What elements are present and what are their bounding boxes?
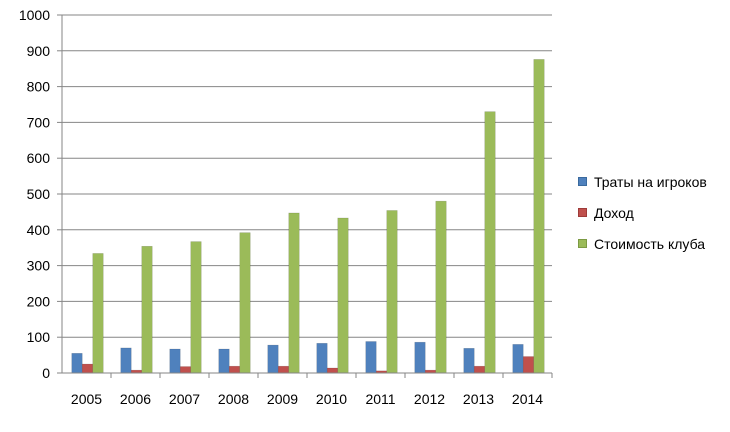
bar-player-spending: [414, 341, 426, 374]
y-tick-label: 700: [27, 114, 51, 130]
bar-club-value: [533, 59, 545, 374]
legend-label-player-spending: Траты на игроков: [594, 173, 707, 190]
bar-player-spending: [218, 348, 230, 374]
legend-swatch-income: [578, 208, 587, 217]
y-tick-label: 0: [42, 365, 50, 381]
bar-income: [277, 365, 290, 374]
bar-player-spending: [365, 341, 377, 374]
legend-item-income: Доход: [578, 203, 728, 222]
bar-club-value: [141, 245, 153, 374]
y-tick-label: 900: [27, 43, 51, 59]
bar-club-value: [239, 232, 251, 374]
bar-club-value: [484, 111, 496, 374]
bar-club-value: [288, 212, 300, 374]
legend-item-club-value: Стоимость клуба: [578, 234, 728, 253]
bar-player-spending: [316, 342, 328, 374]
legend-swatch-player-spending: [578, 177, 587, 186]
y-tick-label: 600: [27, 150, 51, 166]
y-tick-label: 500: [27, 186, 51, 202]
legend-label-income: Доход: [594, 204, 634, 221]
bar-player-spending: [120, 347, 132, 374]
bar-income: [179, 366, 192, 374]
bar-club-value: [386, 210, 398, 374]
legend-swatch-club-value: [578, 239, 587, 248]
y-tick-label: 800: [27, 79, 51, 95]
y-tick-label: 100: [27, 329, 51, 345]
bar-club-value: [190, 241, 202, 374]
x-tick-label: 2005: [71, 391, 102, 407]
y-tick-label: 400: [27, 222, 51, 238]
bar-player-spending: [267, 344, 279, 374]
x-tick-label: 2006: [120, 391, 151, 407]
bar-player-spending: [169, 348, 181, 374]
legend: Траты на игроков Доход Стоимость клуба: [578, 172, 728, 265]
bar-club-value: [435, 200, 447, 374]
bar-player-spending: [512, 344, 524, 374]
x-tick-label: 2010: [316, 391, 347, 407]
x-tick-label: 2014: [512, 391, 543, 407]
x-tick-label: 2007: [169, 391, 200, 407]
bar-player-spending: [463, 347, 475, 374]
bar-income: [326, 367, 339, 374]
y-tick-label: 1000: [19, 7, 50, 23]
bar-income: [228, 365, 241, 374]
x-tick-label: 2013: [463, 391, 494, 407]
bar-income: [522, 356, 535, 374]
y-tick-label: 200: [27, 293, 51, 309]
bar-club-value: [337, 217, 349, 374]
bar-income: [473, 365, 486, 374]
bar-income: [81, 363, 94, 374]
x-tick-label: 2009: [267, 391, 298, 407]
legend-label-club-value: Стоимость клуба: [594, 235, 706, 252]
y-tick-label: 300: [27, 258, 51, 274]
x-tick-label: 2011: [365, 391, 395, 407]
x-tick-label: 2008: [218, 391, 249, 407]
bar-club-value: [92, 253, 104, 374]
legend-item-player-spending: Траты на игроков: [578, 172, 728, 191]
bar-player-spending: [71, 353, 83, 374]
x-tick-label: 2012: [414, 391, 445, 407]
